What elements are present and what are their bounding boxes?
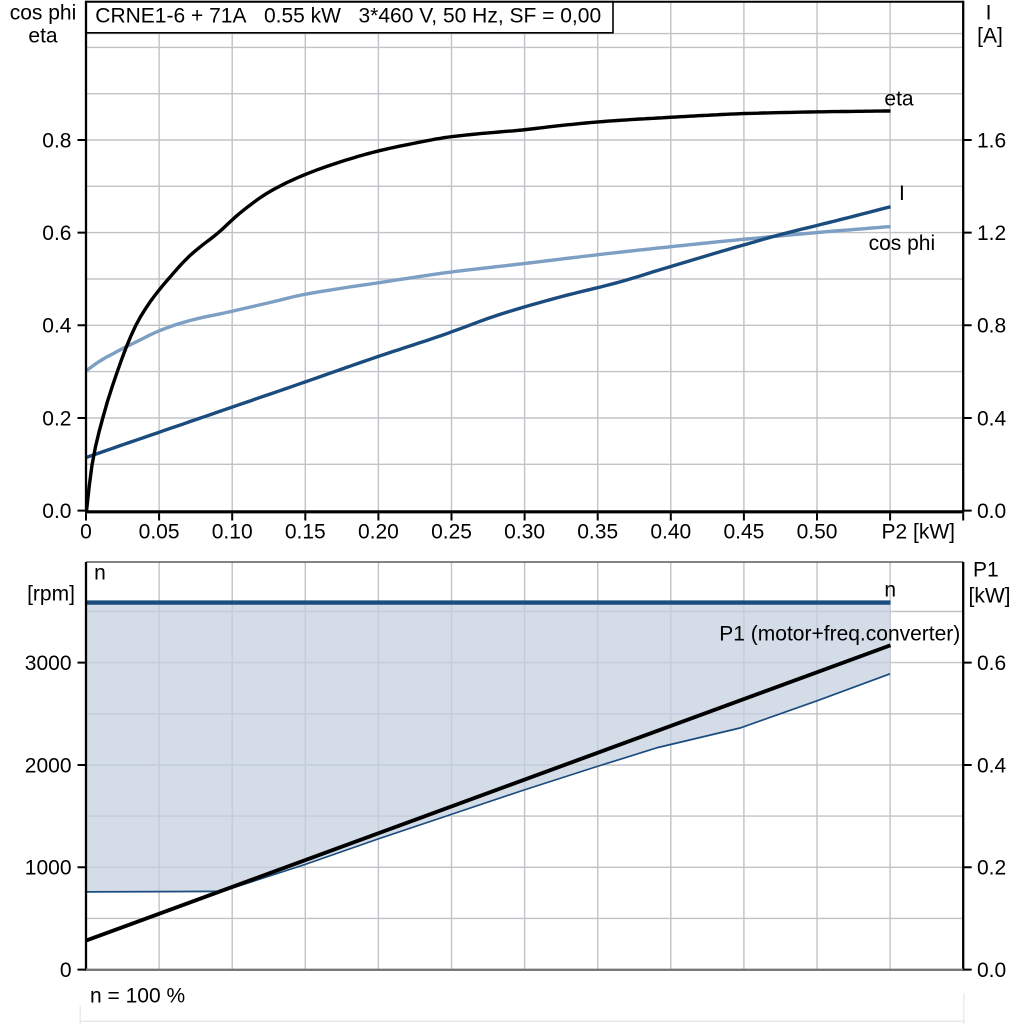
svg-text:1.2: 1.2 [977,222,1006,245]
svg-text:2000: 2000 [25,754,72,777]
svg-text:I: I [899,182,905,205]
svg-text:eta: eta [28,25,58,48]
svg-text:0.45: 0.45 [723,521,764,544]
svg-text:0.35: 0.35 [577,521,618,544]
svg-text:[rpm]: [rpm] [27,583,75,606]
svg-text:0.4: 0.4 [42,315,72,338]
svg-text:I: I [986,1,992,24]
svg-text:n = 100 %: n = 100 % [90,984,185,1007]
svg-text:0.50: 0.50 [797,521,838,544]
svg-text:0.4: 0.4 [977,407,1007,430]
svg-text:1000: 1000 [25,857,72,880]
svg-text:3000: 3000 [25,652,72,675]
svg-text:P2 [kW]: P2 [kW] [881,521,955,544]
svg-text:0.8: 0.8 [977,315,1006,338]
svg-text:0.6: 0.6 [42,222,71,245]
svg-text:n: n [94,561,106,584]
svg-text:0: 0 [80,521,92,544]
svg-text:eta: eta [884,88,914,111]
svg-text:0.10: 0.10 [212,521,253,544]
svg-text:0: 0 [60,959,72,982]
svg-text:n: n [884,579,896,602]
svg-text:0.30: 0.30 [504,521,545,544]
svg-text:0.40: 0.40 [650,521,691,544]
svg-text:cos phi: cos phi [869,232,936,255]
svg-text:P1: P1 [973,558,999,581]
svg-text:0.25: 0.25 [431,521,472,544]
svg-text:CRNE1-6 + 71A 0.55 kW 3*46: CRNE1-6 + 71A 0.55 kW 3*460 V, 50 Hz, SF… [95,4,601,27]
svg-text:[kW]: [kW] [969,585,1011,608]
svg-text:0.2: 0.2 [42,407,71,430]
svg-text:P1 (motor+freq.converter): P1 (motor+freq.converter) [719,623,960,646]
svg-text:0.15: 0.15 [285,521,326,544]
svg-text:cos phi: cos phi [10,1,77,24]
svg-text:0.4: 0.4 [977,754,1007,777]
svg-text:0.0: 0.0 [42,500,71,523]
svg-text:[A]: [A] [977,25,1003,48]
svg-text:0.8: 0.8 [42,129,71,152]
svg-text:0.20: 0.20 [358,521,399,544]
svg-text:0.6: 0.6 [977,652,1006,675]
svg-text:0.05: 0.05 [139,521,180,544]
svg-text:0.0: 0.0 [977,500,1006,523]
svg-text:0.2: 0.2 [977,857,1006,880]
svg-text:0.0: 0.0 [977,959,1006,982]
svg-text:1.6: 1.6 [977,129,1006,152]
